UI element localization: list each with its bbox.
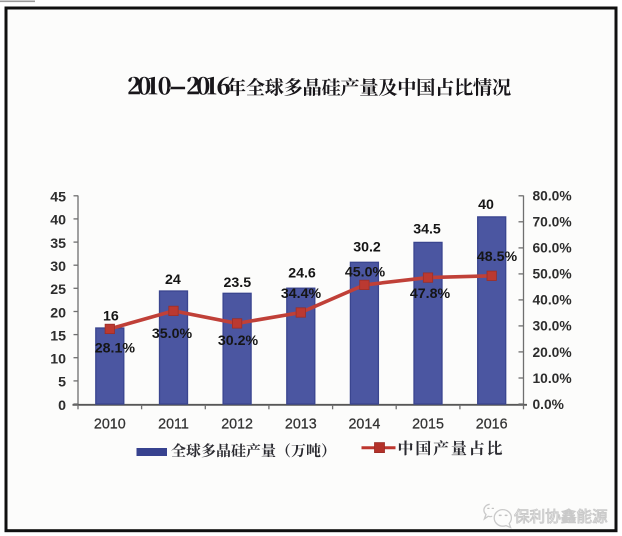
svg-text:34.5: 34.5 xyxy=(413,222,441,238)
svg-text:30.0%: 30.0% xyxy=(533,319,572,334)
svg-text:28.1%: 28.1% xyxy=(95,340,136,356)
svg-text:30.2: 30.2 xyxy=(353,240,381,256)
svg-text:80.0%: 80.0% xyxy=(533,189,572,204)
svg-text:10: 10 xyxy=(50,352,66,368)
svg-text:35: 35 xyxy=(50,236,66,252)
svg-text:45: 45 xyxy=(50,190,66,206)
svg-text:15: 15 xyxy=(50,328,66,344)
svg-text:60.0%: 60.0% xyxy=(533,241,572,256)
svg-text:20: 20 xyxy=(50,305,66,321)
svg-text:2016: 2016 xyxy=(476,417,508,433)
svg-text:0: 0 xyxy=(58,398,66,414)
svg-text:30.2%: 30.2% xyxy=(218,333,259,349)
svg-text:40.0%: 40.0% xyxy=(533,293,572,308)
svg-text:50.0%: 50.0% xyxy=(533,267,572,282)
svg-text:48.5%: 48.5% xyxy=(477,249,518,265)
svg-text:40: 40 xyxy=(50,213,66,229)
svg-text:23.5: 23.5 xyxy=(223,275,251,291)
svg-text:10.0%: 10.0% xyxy=(533,371,572,386)
svg-text:2015: 2015 xyxy=(412,417,444,433)
svg-text:34.4%: 34.4% xyxy=(281,286,322,302)
svg-text:0.0%: 0.0% xyxy=(533,397,564,412)
svg-text:30: 30 xyxy=(50,259,66,275)
svg-text:35.0%: 35.0% xyxy=(152,326,193,342)
svg-text:16: 16 xyxy=(103,309,119,325)
svg-text:25: 25 xyxy=(50,282,66,298)
svg-text:70.0%: 70.0% xyxy=(533,215,572,230)
svg-text:5: 5 xyxy=(58,375,66,391)
svg-text:40: 40 xyxy=(478,197,494,213)
svg-text:24: 24 xyxy=(165,272,181,288)
svg-text:45.0%: 45.0% xyxy=(345,264,386,280)
svg-text:20.0%: 20.0% xyxy=(533,345,572,360)
svg-text:2010: 2010 xyxy=(94,417,126,433)
svg-text:2012: 2012 xyxy=(221,417,253,433)
svg-text:2011: 2011 xyxy=(158,417,189,433)
svg-text:2013: 2013 xyxy=(285,417,317,433)
svg-text:24.6: 24.6 xyxy=(288,266,316,282)
svg-text:47.8%: 47.8% xyxy=(410,286,451,302)
svg-text:2014: 2014 xyxy=(348,417,380,433)
